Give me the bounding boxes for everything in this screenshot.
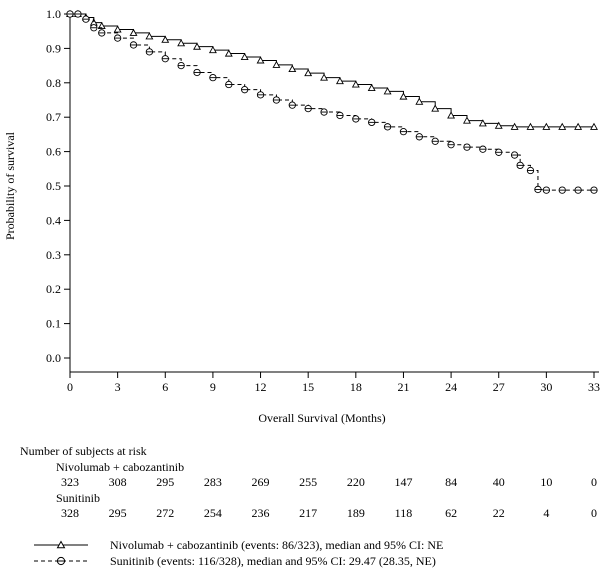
y-tick-label: 0.3 [46, 248, 61, 262]
risk-count: 254 [203, 506, 222, 520]
risk-count: 40 [492, 475, 505, 489]
risk-count: 328 [61, 506, 79, 520]
risk-count: 236 [251, 506, 270, 520]
censor-marker-triangle [431, 104, 440, 112]
plot-frame-group [69, 15, 599, 373]
censor-marker-triangle [113, 25, 122, 33]
censor-marker-triangle [177, 39, 186, 47]
risk-count: 62 [445, 506, 458, 520]
censor-marker-triangle [399, 92, 408, 100]
legend-marker-triangle [56, 540, 66, 549]
censor-marker-triangle [335, 76, 344, 85]
legend-label-sunitinib: Sunitinib (events: 116/328), median and … [110, 554, 436, 568]
y-axis-label: Probability of survival [3, 131, 17, 240]
x-tick-label: 24 [445, 380, 457, 394]
risk-count: 220 [346, 475, 365, 489]
x-tick-label: 27 [493, 380, 505, 394]
risk-count: 147 [394, 475, 413, 489]
x-axis-label: Overall Survival (Months) [258, 411, 385, 425]
y-tick-label: 0.0 [46, 351, 61, 365]
y-tick-label: 0.1 [46, 317, 61, 331]
censor-marker-triangle [208, 45, 217, 54]
censor-marker-triangle [97, 21, 106, 30]
risk-count: 308 [108, 475, 127, 489]
legend-symbols [34, 540, 88, 566]
y-tick-label: 0.5 [46, 179, 61, 193]
risk-count: 84 [445, 475, 458, 489]
censor-marker-triangle [415, 97, 424, 105]
risk-count: 283 [203, 475, 222, 489]
censor-marker-triangle [240, 52, 249, 61]
censor-marker-triangle [145, 32, 154, 40]
censor-marker-triangle [288, 64, 297, 73]
x-tick-label: 9 [210, 380, 216, 394]
y-tick-label: 0.7 [46, 110, 61, 124]
legend-label-nivolumab: Nivolumab + cabozantinib (events: 86/323… [110, 538, 444, 552]
censor-marker-triangle [590, 122, 598, 130]
risk-count: 10 [540, 475, 553, 489]
censor-marker-triangle [383, 87, 392, 95]
risk-count: 295 [156, 475, 175, 489]
x-tick-label: 30 [540, 380, 552, 394]
censor-marker-triangle [129, 28, 138, 36]
risk-count: 0 [591, 506, 597, 520]
y-tick-label: 0.8 [46, 76, 61, 90]
censor-marker-triangle [304, 69, 313, 77]
series-layer [66, 9, 598, 194]
censor-marker-triangle [367, 83, 376, 91]
risk-count: 217 [299, 506, 318, 520]
censor-marker-triangle [224, 49, 233, 57]
censor-marker-triangle [193, 42, 201, 50]
x-tick-label: 33 [588, 380, 600, 394]
x-tick-label: 6 [162, 380, 168, 394]
censor-marker-triangle [494, 121, 503, 129]
censor-marker-triangle [320, 73, 329, 81]
risk-count: 269 [251, 475, 270, 489]
x-tick-label: 21 [397, 380, 409, 394]
risk-group-name-nivolumab: Nivolumab + cabozantinib [56, 460, 185, 474]
y-tick-label: 0.6 [46, 145, 61, 159]
censor-marker-triangle [463, 116, 471, 124]
risk-group-name-sunitinib: Sunitinib [56, 491, 101, 505]
censor-marker-triangle [510, 122, 519, 130]
risk-count: 118 [394, 506, 413, 520]
y-axis-ticks: 0.0 0.1 0.2 0.3 0.4 0.5 0.6 0.7 0.8 0.9 1.0 [46, 7, 70, 365]
y-tick-label: 0.2 [46, 282, 61, 296]
censor-marker-triangle [351, 80, 360, 88]
censor-marker-triangle [478, 119, 487, 127]
risk-count: 4 [543, 506, 550, 520]
risk-count: 272 [156, 506, 175, 520]
risk-table-title: Number of subjects at risk [20, 444, 147, 458]
risk-count: 323 [61, 475, 79, 489]
y-tick-label: 1.0 [46, 7, 61, 21]
x-tick-label: 12 [255, 380, 267, 394]
x-tick-label: 0 [67, 380, 73, 394]
censor-marker-triangle [447, 111, 456, 119]
y-tick-label: 0.4 [46, 213, 61, 227]
x-axis-ticks: 0 3 6 9 12 15 18 21 24 27 30 33 [67, 372, 600, 394]
censor-marker-triangle [272, 60, 281, 68]
censor-marker-triangle [558, 122, 567, 130]
censor-marker-triangle [526, 122, 535, 130]
censor-marker-triangle [574, 122, 583, 130]
risk-count: 295 [108, 506, 127, 520]
risk-count: 22 [492, 506, 505, 520]
x-tick-label: 15 [302, 380, 314, 394]
censor-marker-triangle [542, 122, 551, 130]
risk-count: 189 [346, 506, 365, 520]
y-tick-label: 0.9 [46, 41, 61, 55]
risk-count: 255 [299, 475, 318, 489]
x-tick-label: 3 [115, 380, 121, 394]
censor-marker-triangle [256, 56, 265, 64]
risk-count: 0 [591, 475, 597, 489]
censor-marker-triangle [161, 35, 170, 43]
x-tick-label: 18 [350, 380, 362, 394]
series-line-1 [70, 13, 594, 191]
series-line-0 [70, 13, 594, 128]
